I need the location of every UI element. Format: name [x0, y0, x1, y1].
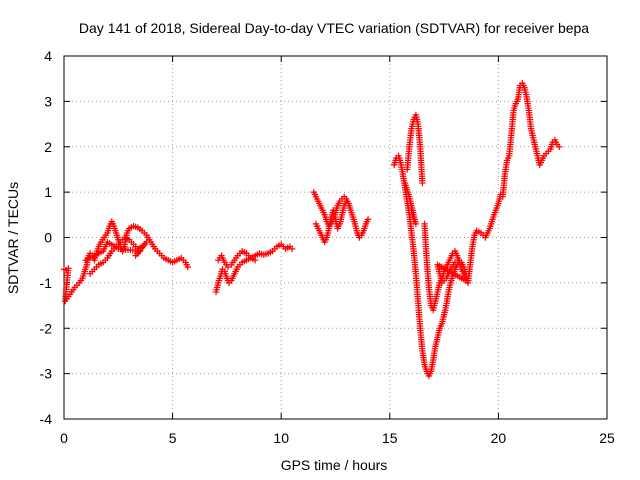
chart-title: Day 141 of 2018, Sidereal Day-to-day VTE…	[79, 20, 589, 36]
x-tick-label: 0	[60, 430, 68, 446]
y-axis-label: SDTVAR / TECUs	[5, 182, 21, 294]
data-point	[82, 256, 89, 264]
y-tick-label: 3	[44, 93, 52, 109]
y-tick-label: 0	[44, 230, 52, 246]
x-tick-label: 10	[273, 430, 289, 446]
axis-ticks	[63, 55, 608, 420]
data-point	[251, 256, 259, 264]
y-tick-label: 1	[44, 184, 52, 200]
y-tick-label: 4	[44, 48, 52, 64]
x-tick-label: 15	[382, 430, 398, 446]
data-point	[451, 259, 459, 266]
y-tick-label: -3	[40, 366, 53, 382]
data-point	[343, 198, 350, 205]
x-tick-label: 20	[491, 430, 507, 446]
x-tick-label: 5	[169, 430, 177, 446]
data-point	[419, 179, 426, 187]
y-tick-label: -2	[40, 320, 53, 336]
x-tick-labels: 0 5 10 15 20 25	[60, 430, 615, 446]
y-tick-label: 2	[44, 139, 52, 155]
x-axis-label: GPS time / hours	[281, 457, 388, 473]
data-point	[224, 263, 232, 271]
data-point	[288, 245, 296, 253]
data-point	[401, 179, 409, 187]
y-tick-label: -1	[40, 275, 53, 291]
data-point	[556, 143, 563, 150]
x-tick-label: 25	[599, 430, 615, 446]
data-point	[184, 263, 192, 271]
data-series	[60, 80, 563, 380]
y-tick-labels: -4 -3 -2 -1 0 1 2 3 4	[40, 48, 53, 427]
y-tick-label: -4	[40, 411, 53, 427]
data-point	[364, 216, 372, 223]
